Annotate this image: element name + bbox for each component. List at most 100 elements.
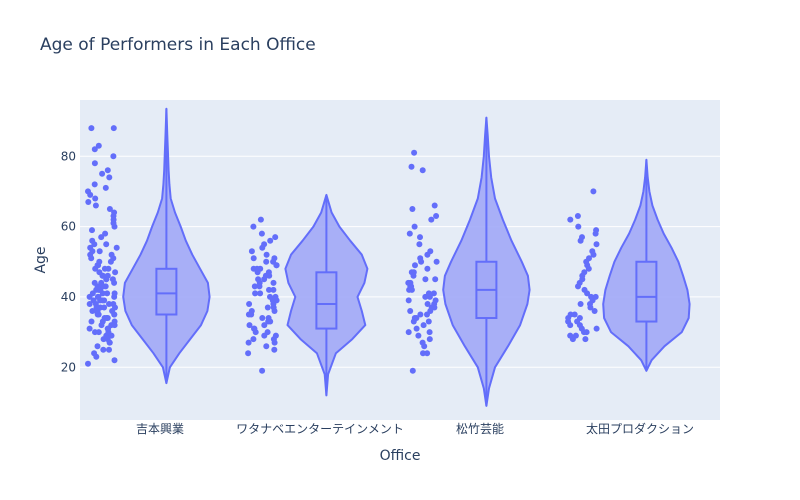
- y-axis-ticks: 20 40 60 80: [61, 149, 76, 374]
- data-point: [101, 265, 108, 272]
- data-point: [101, 315, 108, 321]
- data-point: [104, 272, 111, 279]
- data-point: [102, 230, 109, 237]
- violin-group: [565, 158, 691, 372]
- data-point: [272, 332, 279, 339]
- data-point: [405, 329, 412, 336]
- data-point: [94, 343, 101, 350]
- data-point: [416, 241, 423, 248]
- data-point: [265, 315, 272, 321]
- y-tick-label: 20: [61, 360, 76, 374]
- data-point: [89, 227, 95, 234]
- data-point: [255, 276, 262, 283]
- data-point: [409, 206, 416, 212]
- data-point: [102, 184, 109, 191]
- data-point: [427, 248, 434, 255]
- data-point: [272, 234, 279, 241]
- data-point: [258, 230, 265, 237]
- data-point: [99, 170, 106, 177]
- data-point: [415, 332, 422, 339]
- data-point: [250, 223, 257, 230]
- data-point: [419, 167, 426, 174]
- data-point: [90, 297, 97, 304]
- data-point: [590, 188, 597, 195]
- data-point: [417, 255, 424, 262]
- data-point: [432, 276, 439, 283]
- data-point: [106, 206, 113, 212]
- data-point: [567, 311, 574, 318]
- data-point: [111, 357, 118, 364]
- box: [155, 267, 178, 316]
- data-point: [94, 293, 101, 300]
- data-point: [250, 255, 257, 262]
- data-point: [110, 125, 117, 132]
- x-tick-label: ワタナベエンターテインメント: [236, 422, 404, 436]
- data-point: [248, 248, 255, 255]
- data-point: [98, 234, 105, 241]
- data-point: [91, 160, 98, 167]
- data-point: [113, 244, 120, 251]
- data-point: [567, 216, 574, 223]
- data-point: [110, 153, 117, 160]
- data-point: [432, 297, 439, 304]
- data-point: [85, 199, 92, 205]
- data-point: [101, 304, 108, 311]
- data-point: [411, 223, 418, 230]
- data-point: [586, 255, 592, 262]
- data-point: [110, 301, 117, 307]
- data-point: [250, 336, 257, 343]
- data-point: [109, 276, 116, 283]
- data-point: [424, 350, 431, 357]
- data-point: [85, 360, 91, 367]
- data-point: [263, 251, 270, 258]
- data-point: [86, 301, 93, 307]
- data-point: [261, 322, 268, 329]
- data-point: [259, 315, 266, 321]
- data-point: [98, 279, 105, 286]
- data-point: [271, 255, 278, 262]
- y-tick-label: 40: [61, 290, 76, 304]
- data-point: [593, 227, 600, 234]
- data-point: [91, 350, 98, 357]
- data-point: [264, 329, 271, 336]
- data-point: [96, 258, 103, 265]
- box: [315, 271, 338, 330]
- data-point: [254, 265, 260, 272]
- box: [635, 260, 658, 323]
- data-point: [267, 237, 274, 244]
- data-point: [261, 241, 268, 248]
- data-point: [433, 258, 440, 265]
- data-point: [413, 325, 420, 332]
- data-point: [411, 315, 418, 321]
- y-axis-title: Age: [33, 246, 49, 273]
- data-point: [89, 308, 96, 314]
- data-point: [246, 322, 253, 329]
- data-point: [591, 308, 598, 314]
- data-point: [576, 315, 583, 321]
- data-point: [102, 283, 109, 290]
- data-point: [104, 167, 111, 174]
- data-point: [424, 265, 431, 272]
- data-point: [572, 332, 579, 339]
- data-point: [409, 367, 416, 374]
- data-point: [246, 301, 253, 307]
- data-point: [412, 262, 418, 269]
- data-point: [407, 308, 414, 314]
- data-point: [86, 325, 93, 332]
- data-point: [91, 146, 98, 153]
- data-point: [112, 269, 119, 276]
- data-point: [251, 325, 257, 332]
- x-axis-title: Office: [380, 448, 421, 464]
- data-point: [582, 336, 589, 343]
- data-point: [248, 308, 255, 314]
- data-point: [245, 350, 252, 357]
- data-point: [405, 279, 412, 286]
- data-point: [433, 213, 440, 219]
- data-point: [88, 125, 95, 132]
- data-point: [425, 290, 432, 297]
- data-point: [103, 241, 110, 248]
- data-point: [431, 202, 438, 209]
- violin-group: [245, 193, 369, 397]
- data-point: [577, 301, 584, 307]
- data-point: [106, 301, 112, 307]
